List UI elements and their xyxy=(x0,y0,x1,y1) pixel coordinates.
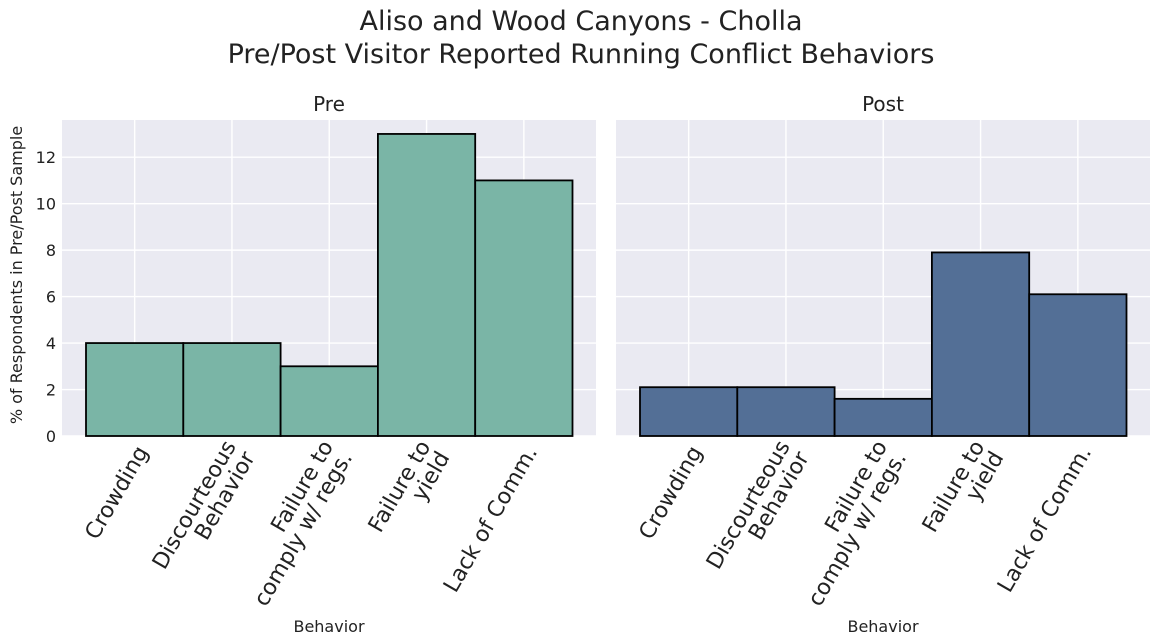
x-tick-label: Failure toyield xyxy=(364,437,455,548)
bar-pre-2 xyxy=(182,342,282,437)
x-tick-label: Failure toyield xyxy=(918,437,1009,548)
bar-pre-5 xyxy=(474,179,574,437)
bar-post-1 xyxy=(639,386,739,437)
x-axis-label: Behavior xyxy=(847,617,918,636)
y-tick-label: 10 xyxy=(36,195,56,214)
bar-pre-4 xyxy=(376,133,477,437)
panel-title-pre: Pre xyxy=(313,92,345,116)
x-tick-label: DiscourteousBehavior xyxy=(702,436,815,585)
y-tick-label: 8 xyxy=(46,241,56,260)
bar-pre-1 xyxy=(85,342,185,437)
panel-title-post: Post xyxy=(862,92,904,116)
bar-pre-3 xyxy=(279,365,379,437)
bar-post-3 xyxy=(833,397,933,437)
y-tick-label: 6 xyxy=(46,288,56,307)
y-axis-label: % of Respondents in Pre/Post Sample xyxy=(7,126,26,424)
x-tick-label: Crowding xyxy=(81,442,154,544)
bar-post-4 xyxy=(931,251,1031,437)
y-tick-label: 4 xyxy=(46,334,56,353)
y-tick-label: 2 xyxy=(46,381,56,400)
x-tick-label: Lack of Comm. xyxy=(439,442,543,597)
x-tick-label: Lack of Comm. xyxy=(993,442,1097,597)
y-tick-label: 12 xyxy=(36,148,56,167)
chart-title-line2: Pre/Post Visitor Reported Running Confli… xyxy=(228,39,935,70)
chart-title-line1: Aliso and Wood Canyons - Cholla xyxy=(359,6,802,37)
x-axis-label: Behavior xyxy=(293,617,364,636)
y-tick-label: 0 xyxy=(46,427,56,446)
x-tick-label: Crowding xyxy=(635,442,708,544)
x-tick-label: DiscourteousBehavior xyxy=(148,436,261,585)
bar-post-5 xyxy=(1028,293,1128,437)
bar-post-2 xyxy=(736,386,836,437)
